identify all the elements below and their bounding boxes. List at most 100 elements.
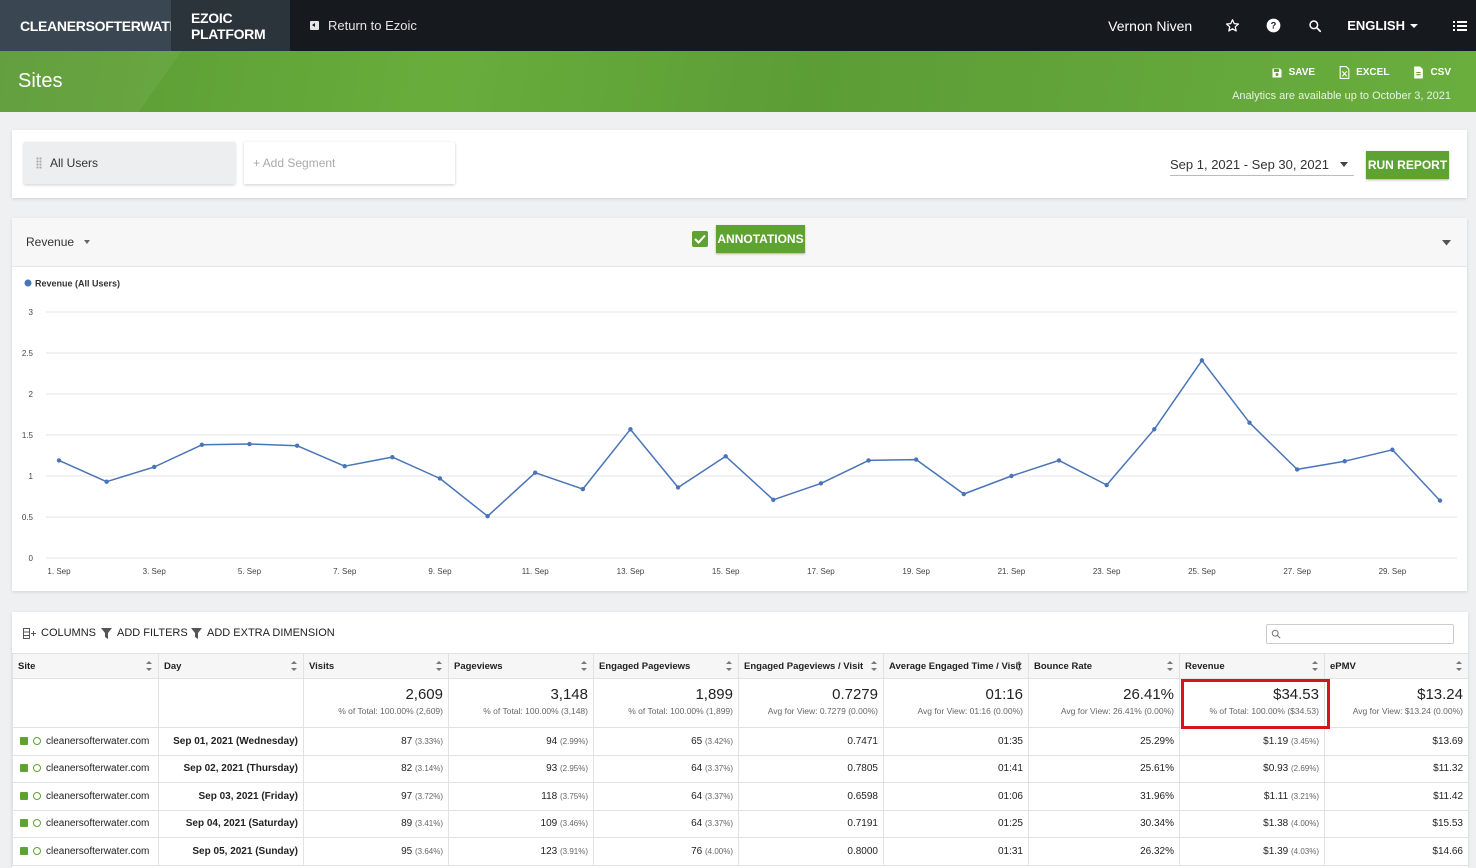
table-row[interactable]: cleanersofterwater.com Sep 01, 2021 (Wedn… — [12, 727, 1469, 756]
columns-button[interactable]: COLUMNS — [23, 627, 96, 639]
star-icon[interactable] — [1212, 0, 1253, 51]
data-point — [1152, 427, 1157, 432]
engaged-pageviews-cell-value: 64 — [691, 790, 703, 802]
help-icon[interactable]: ? — [1253, 0, 1294, 51]
excel-button[interactable]: EXCEL — [1339, 66, 1389, 79]
y-tick-label: 0.5 — [22, 513, 34, 522]
table-search-input[interactable] — [1266, 624, 1454, 644]
data-point — [961, 491, 966, 497]
date-range-value: Sep 1, 2021 - Sep 30, 2021 — [1170, 157, 1330, 172]
total-value: $13.24 — [1417, 686, 1463, 703]
search-icon[interactable] — [1294, 0, 1335, 51]
revenue-line-chart: Revenue (All Users) 0 0.5 1 1.5 2 2.5 3 1. Sep 3.… — [22, 279, 1457, 576]
pageviews-cell: 118 (3.75%) — [448, 782, 594, 811]
column-header[interactable]: Visits — [303, 653, 449, 679]
column-header-label: Pageviews — [454, 660, 503, 672]
totals-cell: 3,148 % of Total: 100.00% (3,148) — [448, 678, 594, 728]
sort-icon[interactable] — [581, 661, 587, 671]
x-tick-label: 15. Sep — [712, 567, 740, 576]
site-cell[interactable]: cleanersofterwater.com — [12, 837, 159, 866]
site-status-icon — [33, 736, 41, 745]
data-point — [1247, 420, 1252, 425]
sort-icon[interactable] — [146, 661, 152, 671]
collapse-chart-icon[interactable] — [1442, 240, 1451, 246]
add-filters-button[interactable]: ADD FILTERS — [101, 627, 188, 639]
add-segment-button[interactable]: + Add Segment — [244, 142, 455, 184]
engaged-time-cell: 01:31 — [883, 837, 1029, 866]
annotations-checkbox[interactable] — [692, 231, 708, 247]
add-filters-label: ADD FILTERS — [117, 627, 188, 639]
column-header[interactable]: Engaged Pageviews — [593, 653, 739, 679]
drag-handle-icon[interactable] — [36, 157, 42, 169]
column-header-label: Day — [164, 660, 182, 672]
pageviews-cell-value: 118 — [541, 790, 558, 802]
platform-tab[interactable]: EZOIC PLATFORM — [171, 0, 290, 51]
site-status-icon — [33, 846, 41, 855]
day-cell: Sep 01, 2021 (Wednesday) — [158, 727, 304, 756]
column-header[interactable]: Day — [158, 653, 304, 679]
chevron-down-icon — [84, 240, 91, 244]
visits-cell-percent: (3.64%) — [414, 846, 443, 856]
bounce-rate-cell: 25.61% — [1028, 754, 1180, 783]
annotations-button[interactable]: ANNOTATIONS — [716, 225, 805, 253]
sort-icon[interactable] — [436, 661, 442, 671]
column-header[interactable]: Engaged Pageviews / Visit — [738, 653, 884, 679]
engaged-per-visit-cell: 0.7471 — [738, 727, 884, 756]
site-cell[interactable]: cleanersofterwater.com — [12, 809, 159, 838]
revenue-cell-percent: (4.00%) — [1290, 819, 1319, 829]
bounce-rate-cell-value: 30.34% — [1140, 818, 1174, 830]
column-header-label: Engaged Pageviews — [599, 660, 691, 672]
table-toolbar: COLUMNS ADD FILTERS ADD EXTRA DIMENSION — [12, 612, 1468, 653]
sort-icon[interactable] — [1167, 661, 1173, 671]
csv-button[interactable]: CSV — [1413, 66, 1451, 79]
sort-icon[interactable] — [1456, 661, 1462, 671]
pageviews-cell-percent: (3.46%) — [559, 819, 588, 829]
site-cell[interactable]: cleanersofterwater.com — [12, 754, 159, 783]
data-point — [913, 457, 919, 462]
table-row[interactable]: cleanersofterwater.com Sep 03, 2021 (Frid… — [12, 782, 1469, 811]
site-cell[interactable]: cleanersofterwater.com — [12, 727, 159, 756]
table-row[interactable]: cleanersofterwater.com Sep 04, 2021 (Satu… — [12, 809, 1469, 838]
data-point — [1056, 458, 1062, 463]
metric-dropdown[interactable]: Revenue — [26, 235, 91, 249]
column-header[interactable]: Revenue — [1179, 653, 1325, 679]
total-subtext: % of Total: 100.00% (3,148) — [483, 706, 588, 716]
csv-icon — [1414, 66, 1424, 79]
sort-icon[interactable] — [1016, 661, 1022, 671]
save-button[interactable]: SAVE — [1271, 66, 1315, 79]
add-extra-dimension-button[interactable]: ADD EXTRA DIMENSION — [191, 627, 335, 639]
chevron-down-icon — [1340, 162, 1348, 167]
visits-cell-value: 82 — [401, 763, 413, 775]
check-icon — [694, 234, 706, 244]
column-header[interactable]: Site — [12, 653, 159, 679]
table-row[interactable]: cleanersofterwater.com Sep 05, 2021 (Sund… — [12, 837, 1469, 866]
segment-all-users[interactable]: All Users — [24, 142, 235, 184]
date-range-picker[interactable]: Sep 1, 2021 - Sep 30, 2021 — [1170, 154, 1354, 176]
sort-icon[interactable] — [1312, 661, 1318, 671]
x-tick-label: 19. Sep — [902, 567, 930, 576]
column-header[interactable]: Average Engaged Time / Visit — [883, 653, 1029, 679]
day-cell-value: Sep 03, 2021 (Friday) — [198, 790, 299, 802]
language-dropdown[interactable]: ENGLISH — [1347, 18, 1418, 33]
column-header[interactable]: Pageviews — [448, 653, 594, 679]
menu-icon[interactable] — [1448, 0, 1472, 51]
table-row[interactable]: cleanersofterwater.com Sep 02, 2021 (Thur… — [12, 754, 1469, 783]
column-header[interactable]: Bounce Rate — [1028, 653, 1180, 679]
bounce-rate-cell: 31.96% — [1028, 782, 1180, 811]
sort-icon[interactable] — [871, 661, 877, 671]
save-icon — [1272, 68, 1282, 77]
bounce-rate-cell: 30.34% — [1028, 809, 1180, 838]
site-name-tab[interactable]: CLEANERSOFTERWATER.COM — [0, 0, 224, 51]
visits-cell-value: 87 — [401, 735, 413, 747]
total-subtext: Avg for View: 0.7279 (0.00%) — [767, 706, 878, 716]
engaged-per-visit-cell-value: 0.7191 — [847, 818, 878, 830]
visits-cell: 87 (3.33%) — [303, 727, 449, 756]
column-header[interactable]: ePMV — [1324, 653, 1469, 679]
site-cell[interactable]: cleanersofterwater.com — [12, 782, 159, 811]
return-to-ezoic-link[interactable]: Return to Ezoic — [310, 18, 417, 33]
sort-icon[interactable] — [726, 661, 732, 671]
sort-icon[interactable] — [291, 661, 297, 671]
user-name[interactable]: Vernon Niven — [1108, 17, 1193, 34]
engaged-pageviews-cell-percent: (3.37%) — [704, 819, 733, 829]
run-report-button[interactable]: RUN REPORT — [1366, 151, 1449, 179]
